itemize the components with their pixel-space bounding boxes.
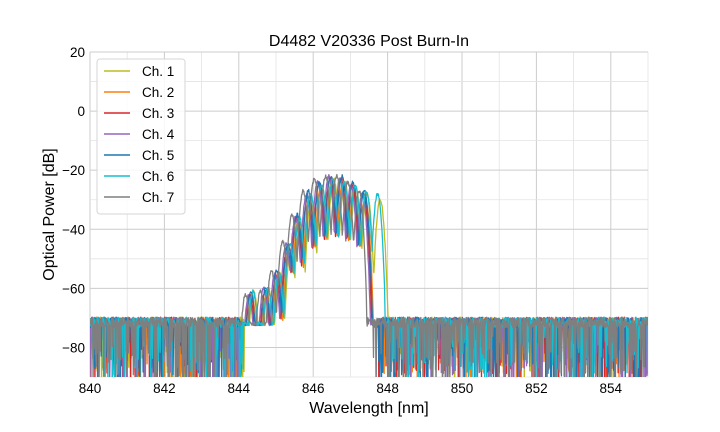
y-tick-label: 0 xyxy=(77,104,85,119)
y-tick-label: −20 xyxy=(62,163,85,178)
y-axis-title: Optical Power [dB] xyxy=(41,148,58,281)
legend-label: Ch. 7 xyxy=(142,190,174,205)
x-tick-label: 840 xyxy=(79,381,102,396)
legend: Ch. 1 Ch. 2 Ch. 3 Ch. 4 Ch. 5 Ch. 6 Ch. 7 xyxy=(96,58,186,215)
x-tick-label: 854 xyxy=(600,381,623,396)
x-tick-label: 842 xyxy=(153,381,176,396)
x-axis-title: Wavelength [nm] xyxy=(309,400,428,417)
x-tick-label: 852 xyxy=(525,381,548,396)
chart-title: D4482 V20336 Post Burn-In xyxy=(269,33,469,50)
y-tick-label: −80 xyxy=(62,340,85,355)
legend-label: Ch. 5 xyxy=(142,148,174,163)
legend-label: Ch. 2 xyxy=(142,85,174,100)
y-tick-label: −60 xyxy=(62,281,85,296)
x-tick-label: 844 xyxy=(228,381,251,396)
series-layer xyxy=(90,173,648,377)
legend-label: Ch. 3 xyxy=(142,106,174,121)
x-tick-label: 846 xyxy=(302,381,325,396)
tick-labels: 840 842 844 846 848 850 852 854 −80 −60 −40 −20 0 20 xyxy=(62,45,622,396)
legend-label: Ch. 4 xyxy=(142,127,175,142)
y-tick-label: −40 xyxy=(62,222,85,237)
y-tick-label: 20 xyxy=(70,45,85,60)
legend-label: Ch. 1 xyxy=(142,64,174,79)
x-tick-label: 848 xyxy=(376,381,399,396)
x-tick-label: 850 xyxy=(451,381,474,396)
legend-label: Ch. 6 xyxy=(142,169,174,184)
series-line-ch7 xyxy=(90,173,648,377)
